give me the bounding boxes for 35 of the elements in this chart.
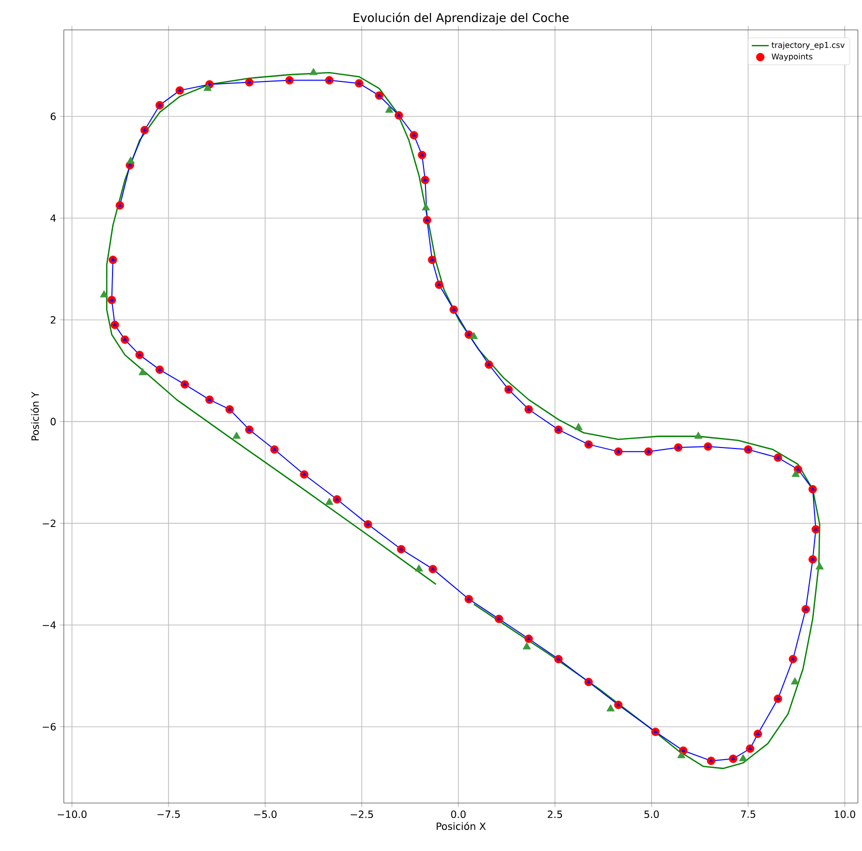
point [606, 704, 615, 712]
point [204, 84, 212, 91]
y-tick-label: −6 [42, 723, 56, 731]
point [325, 498, 334, 505]
x-tick-label: −2.5 [350, 810, 373, 818]
x-tick-label: 2.5 [548, 810, 562, 818]
point [790, 677, 800, 684]
y-tick-label: 2 [50, 316, 56, 324]
y-tick-label: 4 [50, 214, 56, 222]
y-tick-label: 0 [50, 418, 56, 426]
y-tick-label: −2 [42, 520, 56, 528]
x-tick-label: −7.5 [158, 810, 180, 818]
y-axis-title: Posición Y [30, 392, 39, 440]
y-tick-label: −4 [42, 621, 56, 629]
x-tick-label: 10.0 [834, 810, 856, 818]
x-tick-label: 7.5 [741, 810, 756, 818]
y-tick-label: 6 [50, 112, 56, 120]
x-tick-label: −10.0 [58, 810, 87, 818]
point [309, 68, 318, 76]
point [816, 562, 824, 570]
point [422, 203, 430, 210]
x-axis-title: Posición X [436, 822, 486, 830]
point [232, 432, 241, 439]
point [100, 290, 108, 298]
x-tick-label: 5.0 [644, 810, 659, 818]
point [138, 368, 147, 376]
x-tick-label: −5.0 [254, 810, 277, 818]
point [385, 106, 394, 113]
point [574, 423, 583, 430]
point [522, 642, 531, 650]
point [694, 432, 702, 439]
point [739, 754, 748, 762]
chart-title: Evolución del Aprendizaje del Coche [354, 12, 569, 24]
x-tick-label: 0.0 [451, 810, 466, 818]
point [414, 564, 424, 572]
